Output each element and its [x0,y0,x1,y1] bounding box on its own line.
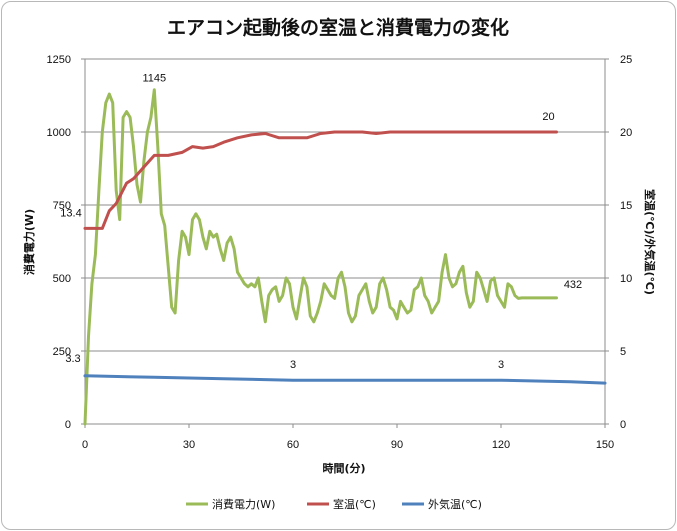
y-tick-label-right: 0 [620,419,626,431]
data-label: 1145 [143,73,167,85]
y-tick-label-left: 1000 [47,127,71,139]
y-tick-label-left: 1250 [47,54,71,66]
chart-title: エアコン起動後の室温と消費電力の変化 [167,16,509,39]
x-tick-label: 90 [391,439,403,451]
series-lines [83,88,607,426]
axes [81,58,609,428]
y-tick-label-left: 250 [53,346,71,358]
x-tick-label: 150 [596,439,614,451]
y-tick-label-left: 500 [53,273,71,285]
x-axis-label: 時間(分) [322,461,365,475]
legend-label-0: 消費電力(W) [212,497,275,511]
series-line-2 [83,374,607,385]
legend: 消費電力(W) 室温(℃) 外気温(℃) [186,497,482,511]
series-line-0 [83,88,558,426]
y-tick-label-right: 10 [620,273,632,285]
data-label: 432 [564,279,582,291]
x-tick-label: 0 [82,439,88,451]
x-tick-label: 120 [492,439,510,451]
y-tick-label-right: 20 [620,127,632,139]
x-tick-label: 60 [287,439,299,451]
x-tick-label: 30 [183,439,195,451]
legend-label-1: 室温(℃) [333,497,376,511]
data-label: 3 [498,359,504,371]
y-axis-label-left: 消費電力(W) [22,209,36,275]
data-labels: 1145 432 13.4 20 3.3 3 3 [60,73,582,372]
legend-label-2: 外気温(℃) [428,497,482,511]
data-label: 20 [542,111,554,123]
y-tick-label-left: 750 [53,200,71,212]
y-tick-label-right: 5 [620,346,626,358]
data-label: 3 [290,359,296,371]
series-line-1 [83,130,558,230]
y-tick-label-left: 0 [65,419,71,431]
data-label: 13.4 [60,207,81,219]
data-label: 3.3 [65,353,80,365]
gridlines [85,58,605,352]
y-tick-label-right: 25 [620,54,632,66]
y-tick-label-right: 15 [620,200,632,212]
y-axis-label-right: 室温(℃)/外気温(℃) [643,189,657,295]
